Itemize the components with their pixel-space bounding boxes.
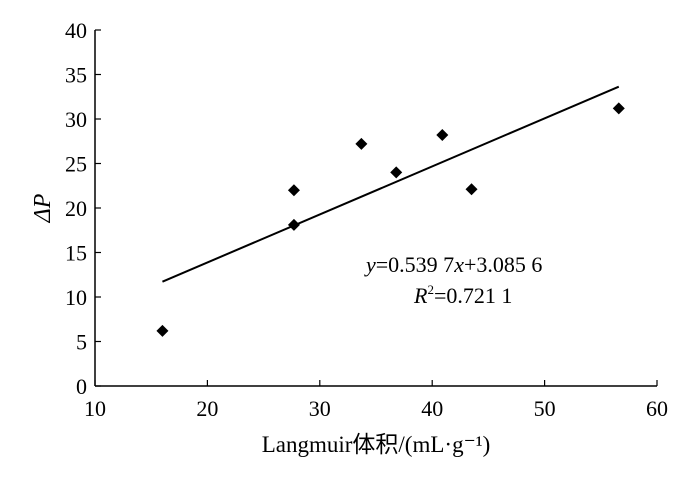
data-point xyxy=(287,184,300,197)
x-tick-label: 30 xyxy=(309,396,331,421)
data-point xyxy=(390,166,403,179)
data-point xyxy=(465,183,478,196)
y-tick-label: 35 xyxy=(65,63,87,88)
x-tick-label: 40 xyxy=(421,396,443,421)
y-tick-label: 0 xyxy=(76,374,87,399)
y-tick-label: 15 xyxy=(65,241,87,266)
y-axis-label: ΔP xyxy=(30,193,56,223)
data-points xyxy=(156,85,625,337)
x-tick-label: 20 xyxy=(196,396,218,421)
r2-annotation: R2=0.721 1 xyxy=(413,282,512,308)
x-tick-label: 10 xyxy=(84,396,106,421)
y-tick-label: 40 xyxy=(65,18,87,43)
x-axis-label: Langmuir体积/(mL·g⁻¹) xyxy=(262,432,491,457)
y-tick-label: 25 xyxy=(65,152,87,177)
data-point xyxy=(436,129,449,142)
data-point xyxy=(612,102,625,115)
y-tick-label: 20 xyxy=(65,196,87,221)
x-tick-label: 60 xyxy=(646,396,668,421)
data-point xyxy=(287,218,300,231)
axes: 10 20 30 40 50 60 0 5 10 15 20 25 30 35 40 xyxy=(65,18,668,421)
data-point xyxy=(156,324,169,337)
equation-annotation: y=0.539 7x+3.085 6 xyxy=(364,252,542,277)
y-tick-label: 30 xyxy=(65,107,87,132)
x-tick-label: 50 xyxy=(534,396,556,421)
y-tick-label: 10 xyxy=(65,285,87,310)
y-tick-label: 5 xyxy=(76,330,87,355)
data-point xyxy=(355,137,368,150)
trendline xyxy=(162,85,620,283)
